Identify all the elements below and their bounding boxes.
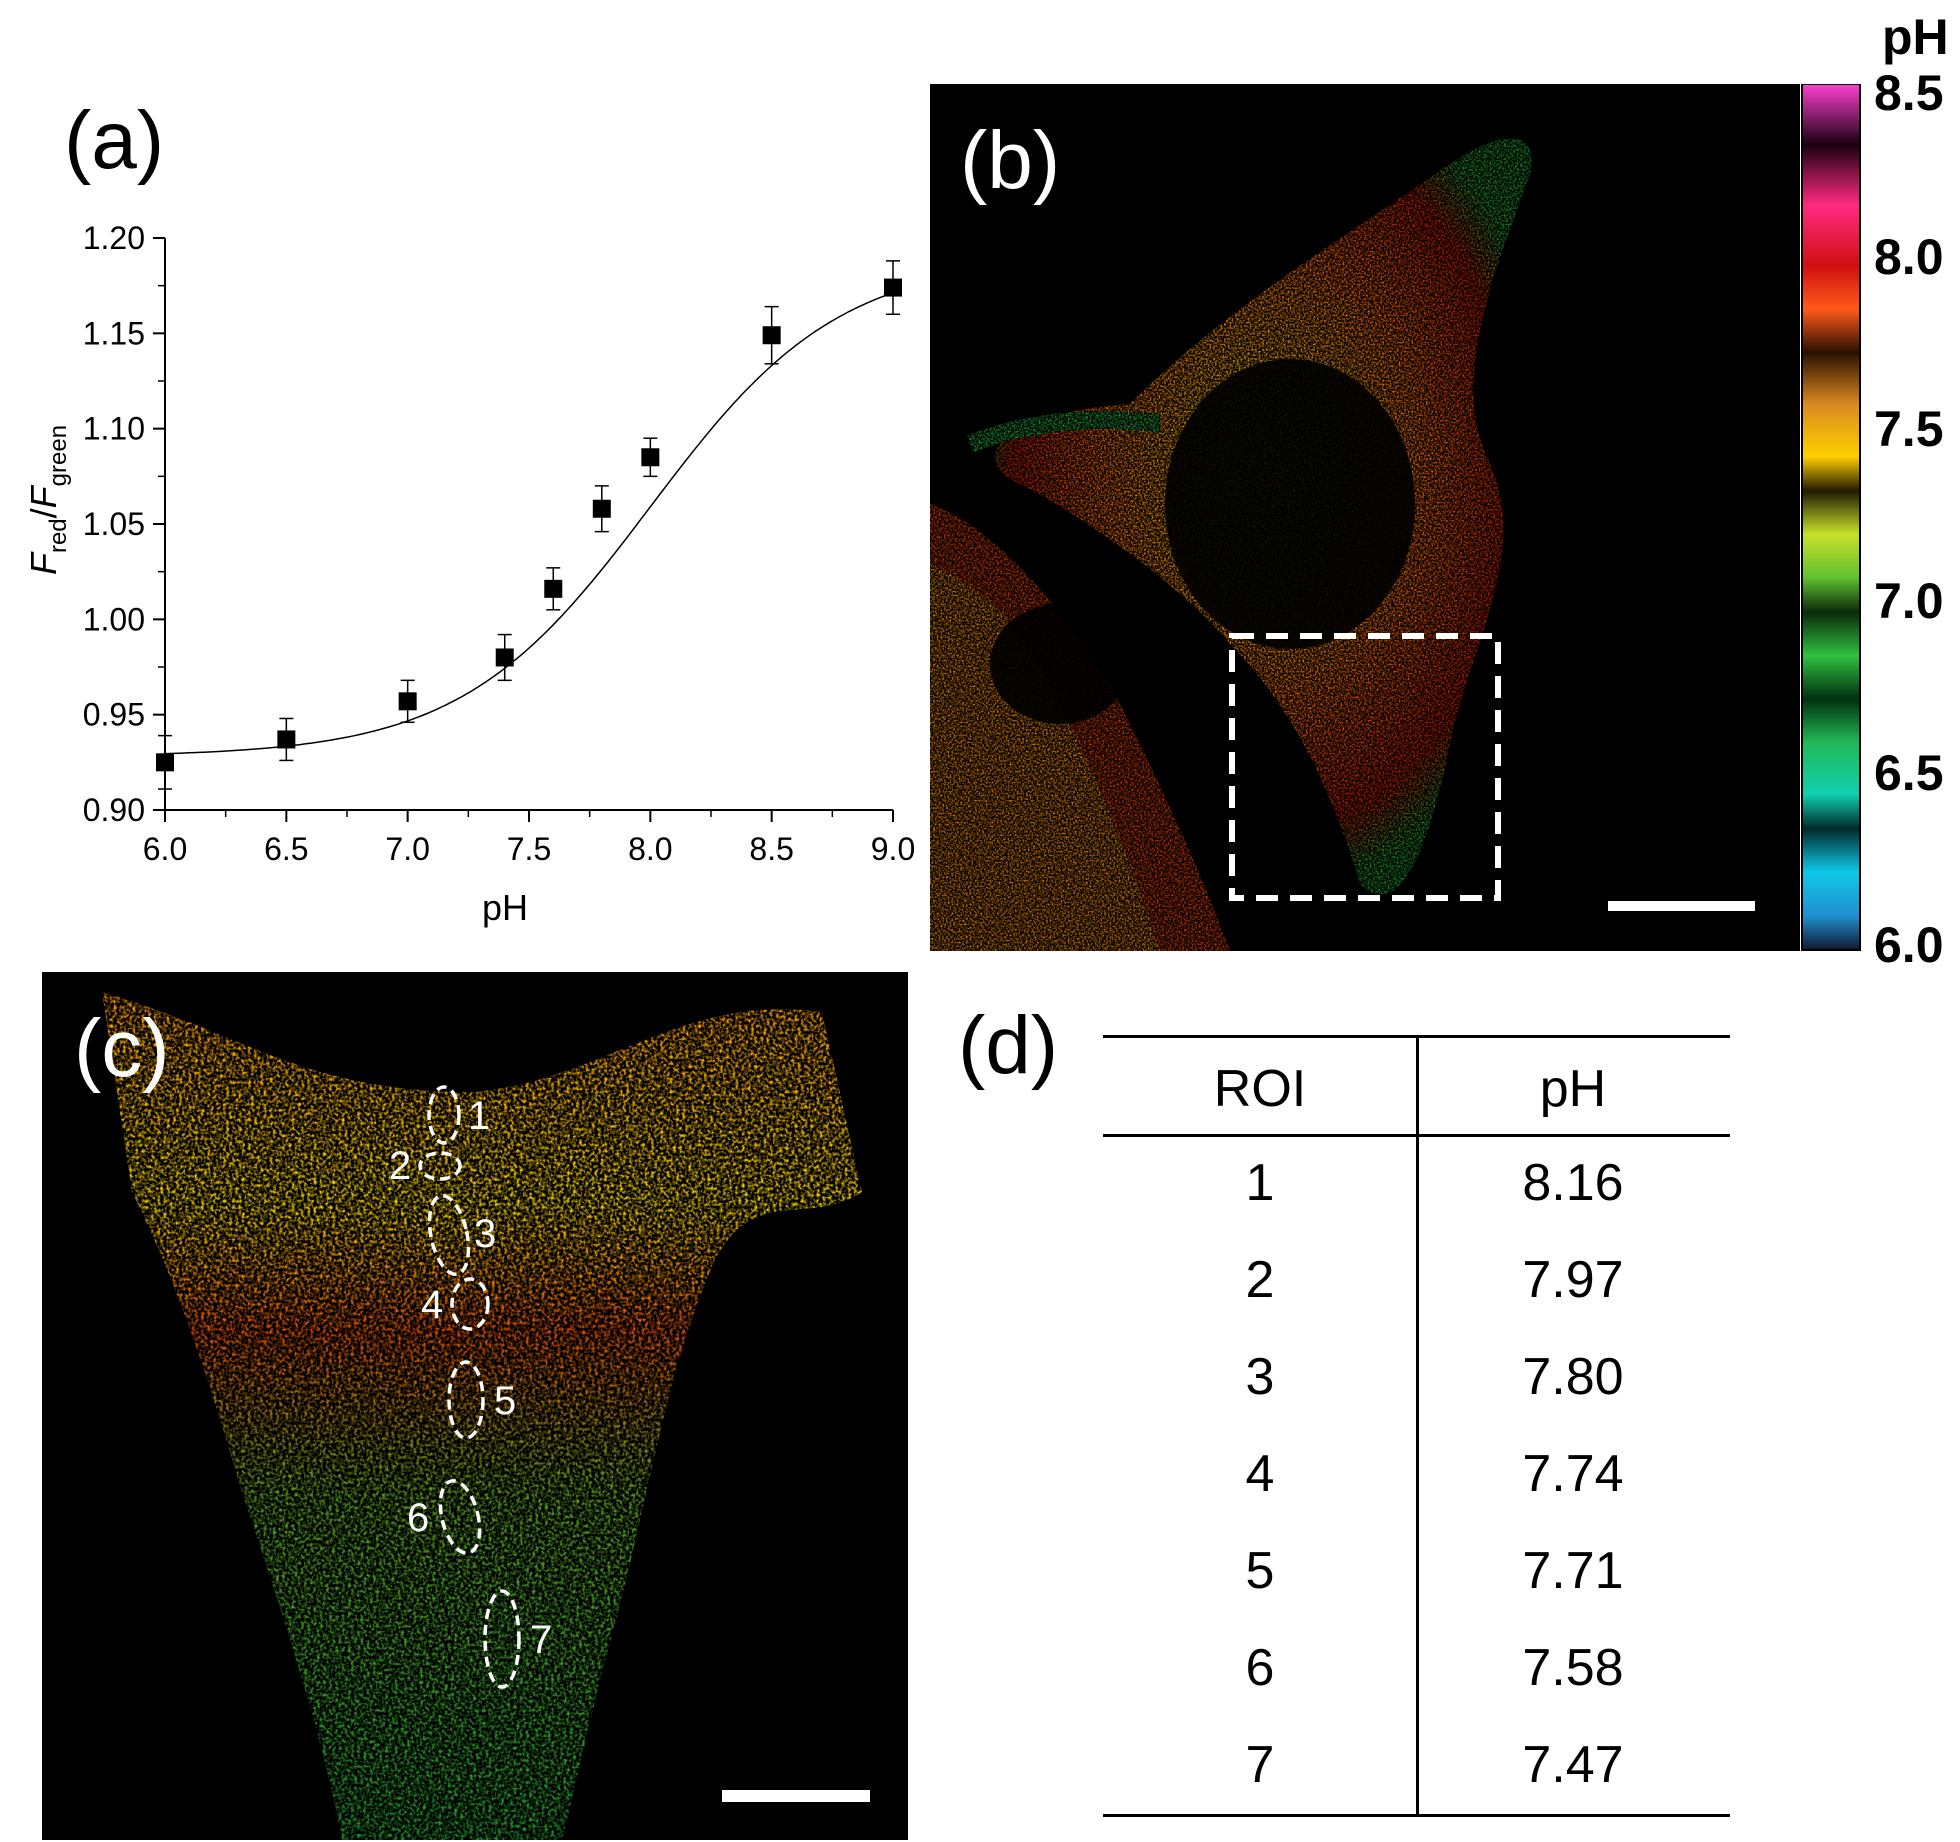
table-cell-roi: 3 (1245, 1348, 1275, 1406)
y-tick-label: 1.05 (83, 506, 145, 542)
zoom-region-box (1229, 633, 1501, 901)
roi-label: 4 (421, 1283, 443, 1327)
panel-label-b: (b) (960, 115, 1061, 206)
data-point (884, 278, 902, 297)
roi-label: 7 (530, 1618, 552, 1662)
table-column-divider (1416, 1035, 1419, 1817)
data-point (156, 753, 174, 772)
colorbar-tick: 6.5 (1874, 745, 1944, 801)
roi-label: 3 (474, 1212, 496, 1256)
panel-label-c: (c) (74, 1003, 170, 1094)
roi-6 (438, 1479, 482, 1555)
x-tick-label: 8.0 (628, 831, 672, 867)
data-point (544, 579, 563, 598)
colorbar-tick: 7.5 (1874, 401, 1944, 457)
data-point (592, 499, 611, 518)
x-tick-label: 6.0 (143, 831, 187, 867)
svg-text:Fred/Fgreen: Fred/Fgreen (23, 425, 72, 575)
x-tick-label: 8.5 (749, 831, 793, 867)
table-cell-ph: 8.16 (1522, 1154, 1624, 1212)
roi-ph-table: ROI pH 1 8.16 2 7.97 3 7.80 4 7.74 5 7.71 6 7.58 7 7.… (1103, 1035, 1730, 1820)
y-tick-label: 0.90 (83, 792, 145, 828)
roi-label: 6 (407, 1496, 429, 1540)
table-cell-ph: 7.58 (1522, 1639, 1624, 1697)
confocal-image-c: 1 2 3 4 5 6 7 (c) (42, 972, 908, 1840)
table-cell-ph: 7.71 (1522, 1542, 1624, 1600)
roi-label: 5 (494, 1379, 516, 1423)
colorbar-title: pH (1882, 9, 1949, 65)
colorbar-tick: 8.0 (1874, 229, 1944, 285)
panel-label-d: (d) (958, 1000, 1059, 1091)
ph-colorbar (1801, 84, 1861, 951)
roi-label: 1 (468, 1094, 490, 1138)
panel-label-a: (a) (64, 95, 165, 186)
table-cell-roi: 5 (1245, 1542, 1275, 1600)
table-cell-roi: 7 (1245, 1736, 1275, 1794)
cell-image-c: 1 2 3 4 5 6 7 (42, 972, 870, 1840)
roi-1 (427, 1085, 461, 1145)
y-tick-label: 1.00 (83, 601, 145, 637)
table-cell-roi: 4 (1245, 1445, 1275, 1503)
y-tick-label: 0.95 (83, 697, 145, 733)
x-axis-label: pH (482, 887, 528, 928)
data-point (762, 326, 781, 345)
confocal-image-b: (b) (930, 84, 1800, 951)
table-cell-roi: 2 (1245, 1251, 1275, 1309)
colorbar-tick: 8.5 (1874, 65, 1944, 121)
table-cell-ph: 7.47 (1522, 1736, 1624, 1794)
table-cell-roi: 1 (1245, 1154, 1275, 1212)
table-cell-ph: 7.74 (1522, 1445, 1624, 1503)
x-tick-label: 7.5 (507, 831, 551, 867)
x-tick-label: 6.5 (264, 831, 308, 867)
roi-4 (450, 1277, 490, 1331)
y-tick-label: 1.10 (83, 411, 145, 447)
data-point (495, 648, 514, 667)
data-point (641, 448, 660, 467)
x-tick-label: 9.0 (871, 831, 915, 867)
y-axis-label: Fred/Fgreen (23, 425, 72, 575)
table-header-roi: ROI (1213, 1060, 1307, 1118)
roi-label: 2 (389, 1144, 411, 1188)
ratio-vs-ph-chart: 6.0 6.5 7.0 7.5 8.0 8.5 9.0 0.90 0.95 1.00 1.05 1.1… (23, 220, 915, 928)
scale-bar-b (1608, 901, 1755, 911)
y-tick-label: 1.20 (83, 220, 145, 256)
roi-5 (447, 1360, 485, 1440)
sigmoidal-fit-curve (164, 292, 894, 755)
cell-image-b (930, 138, 1755, 951)
table-cell-ph: 7.80 (1522, 1348, 1624, 1406)
table-cell-roi: 6 (1245, 1639, 1275, 1697)
scale-bar-c (722, 1790, 870, 1802)
roi-7 (483, 1589, 521, 1689)
nucleus-b (1165, 359, 1415, 649)
y-tick-label: 1.15 (83, 315, 145, 351)
colorbar-tick: 6.0 (1874, 917, 1944, 973)
colorbar-tick: 7.0 (1874, 573, 1944, 629)
roi-2 (418, 1151, 462, 1181)
table-cell-ph: 7.97 (1522, 1251, 1624, 1309)
data-point (277, 730, 296, 749)
table-header-ph: pH (1539, 1060, 1607, 1118)
x-tick-label: 7.0 (385, 831, 429, 867)
data-point (398, 692, 417, 711)
